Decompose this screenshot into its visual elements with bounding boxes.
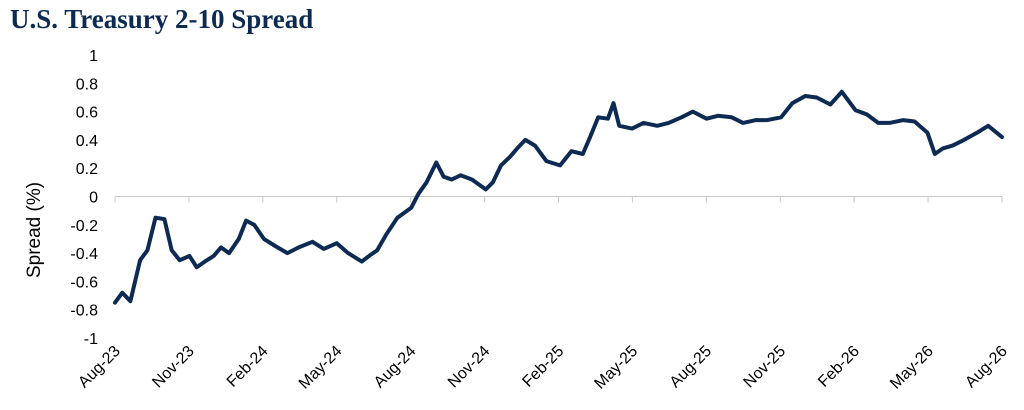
x-tick-label: Feb-25 (519, 343, 567, 391)
x-tick-label: Nov-24 (445, 343, 494, 392)
x-tick-label: Nov-25 (741, 343, 790, 392)
y-tick-label: 0.4 (76, 133, 98, 150)
x-tick-label: Aug-23 (75, 343, 124, 392)
y-tick-label: 0 (89, 190, 98, 207)
spread-series-line (113, 89, 1004, 305)
x-tick-label: Feb-24 (224, 343, 272, 391)
y-tick-label: 1 (89, 48, 98, 65)
x-tick-label: Aug-25 (667, 343, 716, 392)
y-tick-label: 0.6 (76, 105, 98, 122)
y-tick-label: -0.4 (70, 246, 98, 263)
x-tick-label: May-24 (296, 343, 346, 393)
x-tick-label: Aug-26 (962, 343, 1011, 392)
y-tick-label: -0.2 (70, 218, 98, 235)
x-tick-label: May-26 (887, 343, 937, 393)
y-axis-title: Spread (%) (24, 182, 45, 278)
y-tick-label: -1 (84, 331, 98, 348)
x-tick-labels: Aug-23 Nov-23 Feb-24 May-24 Aug-24 Nov-24 Feb-… (75, 343, 1011, 393)
y-tick-label: 0.8 (76, 76, 98, 93)
x-tick-label: Nov-23 (149, 343, 198, 392)
x-tick-marks (114, 196, 1003, 203)
chart-title: U.S. Treasury 2-10 Spread (10, 4, 314, 34)
y-tick-label: 0.2 (76, 161, 98, 178)
x-tick-label: May-25 (591, 343, 641, 393)
y-tick-label: -0.8 (70, 303, 98, 320)
y-tick-label: -0.6 (70, 274, 98, 291)
x-tick-label: Feb-26 (815, 343, 863, 391)
x-tick-label: Aug-24 (371, 343, 420, 392)
y-tick-labels: 1 0.8 0.6 0.4 0.2 0 -0.2 -0.4 -0.6 -0.8 -1 (70, 48, 98, 348)
